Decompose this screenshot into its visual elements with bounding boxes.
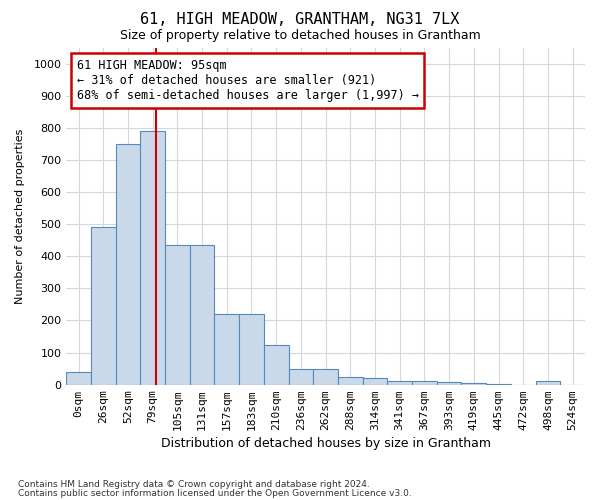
Bar: [388, 381, 412, 384]
Bar: [461, 383, 486, 384]
Bar: [437, 382, 461, 384]
Bar: [338, 376, 362, 384]
Text: Contains public sector information licensed under the Open Government Licence v3: Contains public sector information licen…: [18, 488, 412, 498]
Bar: [289, 368, 313, 384]
Bar: [264, 344, 289, 385]
Bar: [239, 314, 264, 384]
Bar: [313, 368, 338, 384]
Bar: [412, 382, 437, 384]
X-axis label: Distribution of detached houses by size in Grantham: Distribution of detached houses by size …: [161, 437, 491, 450]
Bar: [362, 378, 388, 384]
Bar: [165, 245, 190, 384]
Bar: [140, 131, 165, 384]
Bar: [116, 144, 140, 384]
Bar: [536, 382, 560, 384]
Text: Contains HM Land Registry data © Crown copyright and database right 2024.: Contains HM Land Registry data © Crown c…: [18, 480, 370, 489]
Text: 61 HIGH MEADOW: 95sqm
← 31% of detached houses are smaller (921)
68% of semi-det: 61 HIGH MEADOW: 95sqm ← 31% of detached …: [77, 60, 419, 102]
Text: 61, HIGH MEADOW, GRANTHAM, NG31 7LX: 61, HIGH MEADOW, GRANTHAM, NG31 7LX: [140, 12, 460, 28]
Bar: [91, 228, 116, 384]
Bar: [214, 314, 239, 384]
Bar: [190, 245, 214, 384]
Text: Size of property relative to detached houses in Grantham: Size of property relative to detached ho…: [119, 29, 481, 42]
Y-axis label: Number of detached properties: Number of detached properties: [15, 128, 25, 304]
Bar: [66, 372, 91, 384]
